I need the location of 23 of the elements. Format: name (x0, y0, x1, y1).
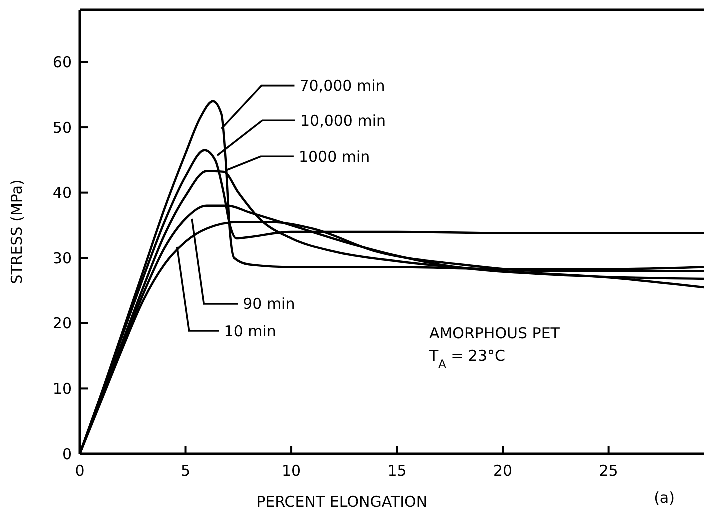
y-tick-label: 40 (52, 184, 72, 202)
annotation: 10 min (224, 322, 276, 340)
annotation: 1000 min (298, 148, 370, 166)
annotation: 90 min (243, 295, 296, 314)
x-tick-label: 25 (599, 462, 618, 480)
x-axis-title: PERCENT ELONGATION (256, 493, 428, 511)
y-tick-label: 20 (52, 314, 72, 333)
y-axis-title: STRESS (MPa) (8, 180, 26, 284)
y-tick-label: 50 (52, 118, 72, 137)
y-tick-label: 0 (62, 445, 72, 464)
annotation: T$_{A}$ = 23°C (428, 346, 506, 370)
annotation: 70,000 min (300, 77, 386, 96)
annotation: AMORPHOUS PET (429, 324, 561, 343)
y-tick-label: 30 (52, 249, 72, 268)
x-tick-label: 10 (282, 462, 302, 480)
y-tick-label: 10 (52, 380, 72, 398)
x-tick-label: 5 (180, 462, 191, 480)
annotation: 10,000 min (300, 112, 386, 130)
y-tick-label: 60 (52, 53, 72, 72)
x-tick-label: 0 (75, 462, 85, 480)
text: (a) (654, 488, 675, 507)
x-tick-label: 20 (494, 462, 513, 480)
x-tick-label: 15 (388, 462, 407, 480)
